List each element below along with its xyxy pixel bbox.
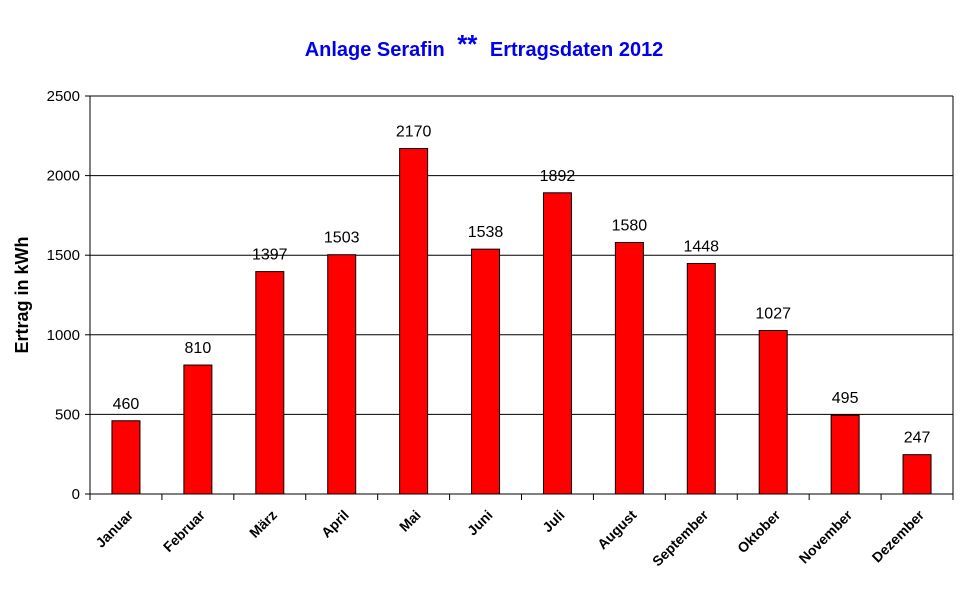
y-tick-label: 1000 [47, 327, 80, 344]
data-label: 1892 [540, 168, 576, 185]
data-label: 1397 [252, 247, 288, 264]
y-tick-label: 500 [55, 406, 80, 423]
chart-title-prefix: Anlage Serafin [305, 39, 445, 61]
bar [255, 271, 285, 495]
bar [686, 262, 716, 495]
data-label: 1448 [683, 238, 719, 255]
data-label: 810 [185, 340, 212, 357]
chart-title: Anlage Serafin ** Ertragsdaten 2012 [305, 29, 664, 61]
y-tick-label: 2500 [47, 88, 80, 105]
x-tick-label: Juni [464, 507, 496, 539]
data-label: 247 [904, 430, 931, 447]
bar [327, 254, 357, 495]
x-tick-label: Dezember [869, 506, 928, 565]
data-label: 1538 [468, 224, 504, 241]
x-tick-label: November [796, 506, 856, 566]
bar [830, 414, 860, 495]
data-label: 1503 [324, 230, 360, 247]
bars [111, 148, 932, 495]
x-tick-label: Februar [160, 506, 209, 555]
grid [90, 95, 953, 415]
data-label: 2170 [396, 124, 432, 141]
bar [758, 330, 788, 495]
data-label: 495 [832, 390, 859, 407]
bar [111, 420, 141, 495]
bar [902, 454, 932, 495]
y-tick-label: 1500 [47, 247, 80, 264]
data-label: 1580 [612, 217, 648, 234]
chart-title-suffix: Ertragsdaten 2012 [490, 39, 663, 61]
data-label: 460 [113, 396, 140, 413]
y-tick-label: 0 [72, 486, 80, 503]
chart-title-stars: ** [457, 29, 478, 59]
data-label: 1027 [755, 306, 791, 323]
x-tick-label: September [649, 506, 712, 569]
x-tick-label: März [246, 507, 280, 541]
x-tick-label: Juli [539, 507, 567, 535]
x-tick-label: April [318, 507, 352, 541]
x-tick-label: Januar [92, 506, 136, 550]
y-axis-label: Ertrag in kWh [12, 236, 32, 353]
bar [183, 364, 213, 495]
axes [85, 95, 954, 500]
bar [542, 192, 572, 495]
bar [399, 148, 429, 495]
x-tick-label: Oktober [734, 506, 784, 556]
x-tick-label: Mai [396, 507, 424, 535]
bar [471, 248, 501, 495]
x-tick-label: August [594, 507, 640, 553]
y-tick-label: 2000 [47, 168, 80, 185]
bar [614, 241, 644, 495]
